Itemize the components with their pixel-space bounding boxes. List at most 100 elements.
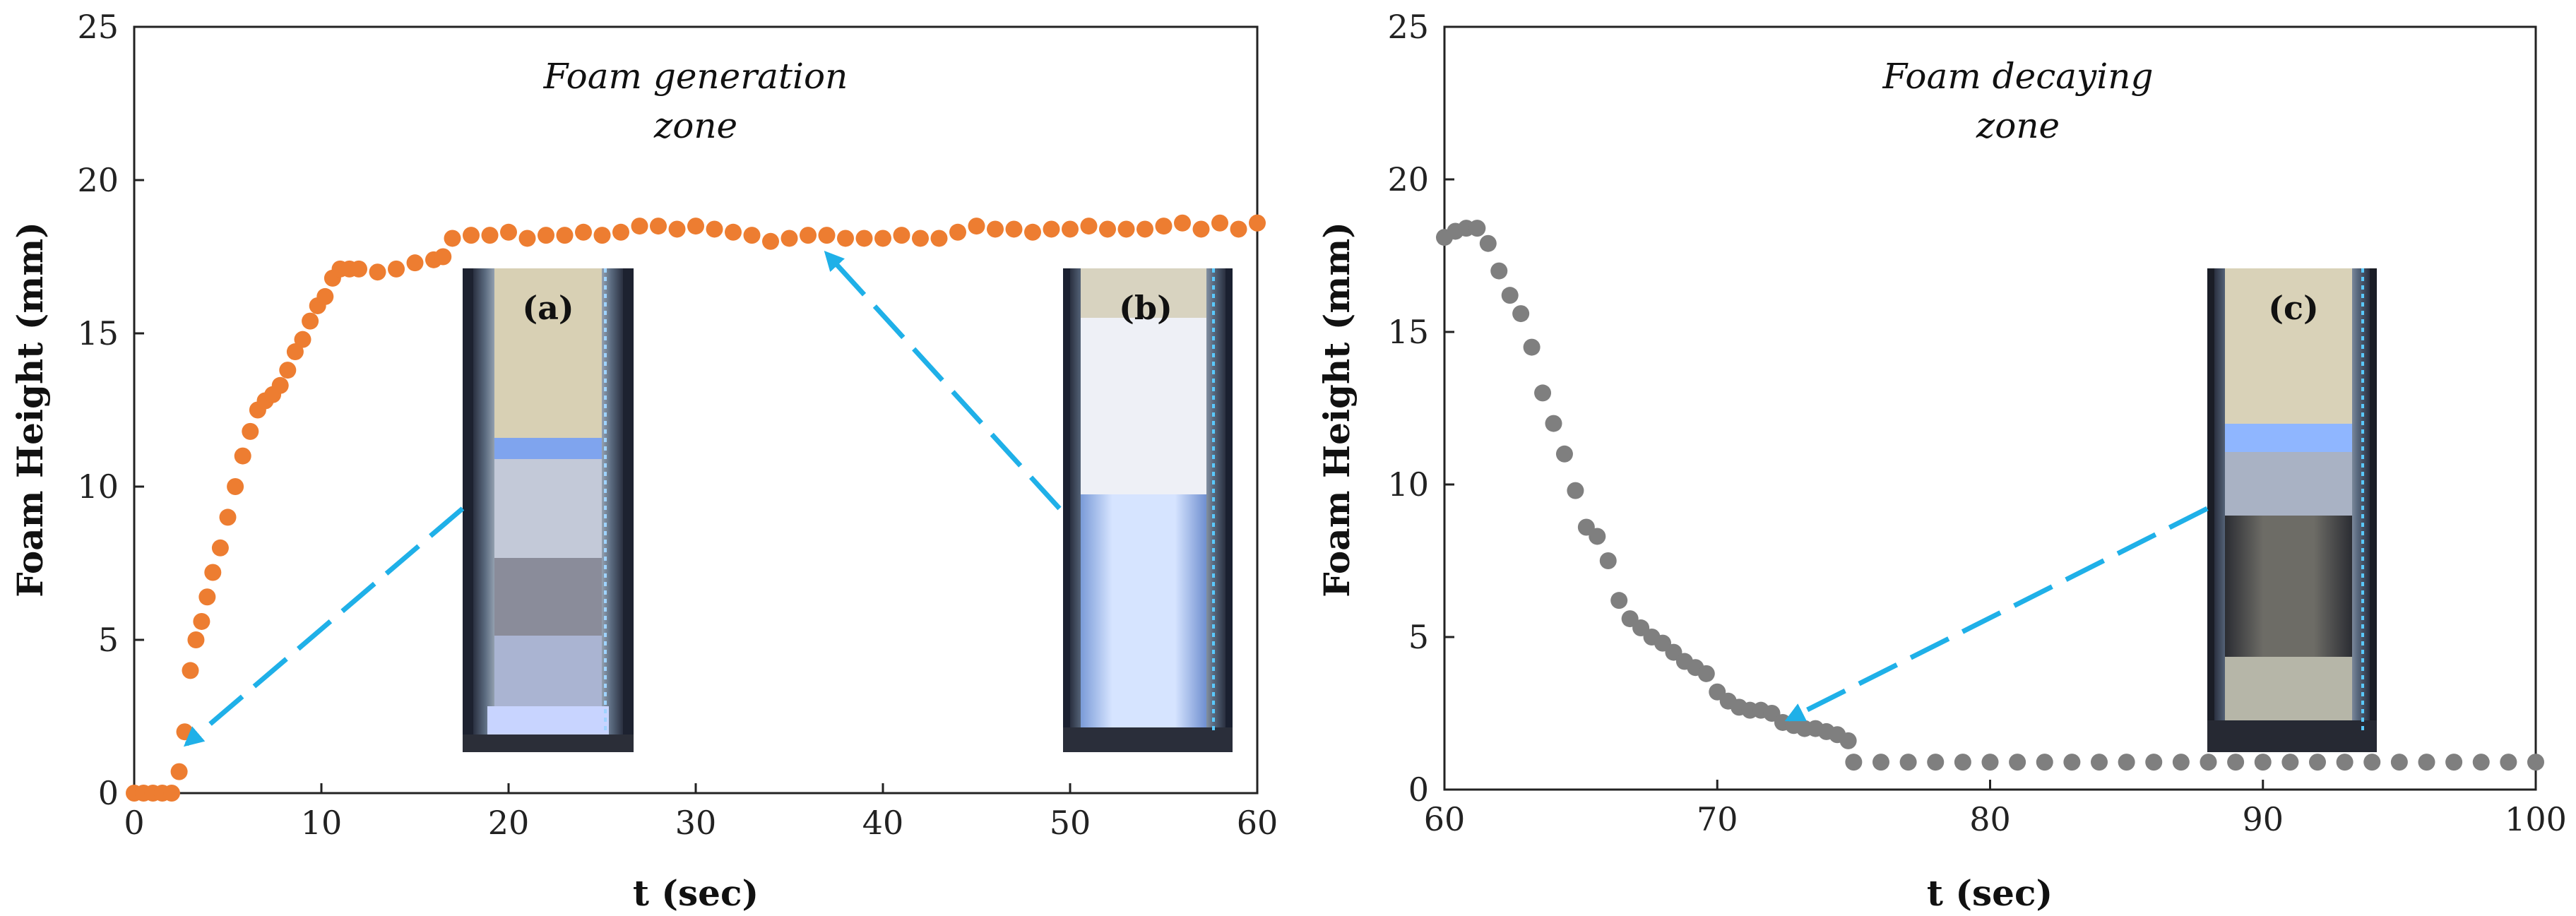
x-tick-label: 80 <box>1969 800 2011 838</box>
data-point <box>668 220 686 238</box>
data-point <box>893 227 910 244</box>
inset-photo-b: (b) <box>1063 268 1233 752</box>
data-point <box>631 218 648 235</box>
data-point <box>2254 754 2272 771</box>
data-point <box>1117 220 1135 238</box>
data-point <box>234 447 251 465</box>
data-point <box>1490 262 1508 280</box>
data-point <box>481 227 499 244</box>
data-point <box>204 564 222 581</box>
data-point <box>2445 754 2463 771</box>
data-point <box>1845 754 1863 771</box>
data-point <box>1043 220 1060 238</box>
data-point <box>2145 754 2163 771</box>
data-point <box>434 248 452 266</box>
y-axis-title: Foam Height (mm) <box>9 222 51 597</box>
x-tick-label: 0 <box>124 804 144 842</box>
y-tick-label: 25 <box>1387 8 1429 46</box>
data-point <box>2227 754 2245 771</box>
data-point <box>538 227 554 244</box>
data-point <box>198 588 216 606</box>
chart-panel-decaying: 0 5 10 15 20 25 60 70 80 90 100 Foam decaying zon… <box>1316 8 2567 914</box>
data-point <box>2091 754 2108 771</box>
data-point <box>1954 754 1971 771</box>
data-point <box>1080 218 1098 235</box>
x-tick-label: 60 <box>1237 804 1278 842</box>
data-point <box>725 223 742 241</box>
data-point <box>1610 592 1628 609</box>
zone-title-line1: Foam generation <box>543 56 848 97</box>
data-point <box>593 227 611 244</box>
data-point <box>743 227 761 244</box>
data-point <box>2472 754 2490 771</box>
inset-label-c: (c) <box>2268 289 2319 327</box>
data-point <box>2418 754 2435 771</box>
data-point <box>949 223 966 241</box>
data-point <box>575 223 592 241</box>
data-point <box>1872 754 1889 771</box>
data-point <box>302 312 319 330</box>
data-point <box>227 478 244 495</box>
data-point <box>279 362 297 379</box>
x-tick-label: 100 <box>2505 800 2567 838</box>
y-tick-label: 5 <box>98 621 119 659</box>
zone-title-line1: Foam decaying <box>1882 56 2153 97</box>
data-point <box>1501 287 1519 304</box>
data-point <box>500 223 517 241</box>
data-point <box>1523 338 1541 356</box>
data-point <box>444 230 461 247</box>
y-tick-label: 20 <box>77 161 119 199</box>
x-tick-label: 20 <box>488 804 530 842</box>
data-point <box>211 539 229 557</box>
y-axis-ticks: 0 5 10 15 20 25 <box>1387 8 1454 809</box>
zone-title-line2: zone <box>653 105 737 146</box>
data-point <box>1005 220 1023 238</box>
y-tick-label: 20 <box>1387 160 1429 198</box>
data-point <box>1899 754 1917 771</box>
data-point <box>1230 220 1247 238</box>
data-point <box>2036 754 2053 771</box>
data-point <box>1981 754 1999 771</box>
data-point <box>612 223 629 241</box>
data-point <box>2390 754 2408 771</box>
y-tick-label: 5 <box>1408 618 1429 656</box>
data-point <box>1599 552 1617 569</box>
data-point <box>1468 220 1486 237</box>
data-point <box>463 227 480 244</box>
data-point <box>271 376 289 394</box>
y-tick-label: 0 <box>98 774 119 812</box>
inset-photo-a: (a) <box>463 268 634 752</box>
y-tick-label: 10 <box>1387 465 1429 504</box>
data-point <box>2009 754 2026 771</box>
inset-label-b: (b) <box>1119 289 1173 327</box>
x-tick-label: 60 <box>1424 800 1466 838</box>
data-point <box>170 763 188 780</box>
data-point <box>219 508 237 526</box>
x-tick-label: 10 <box>301 804 343 842</box>
y-tick-label: 15 <box>1387 313 1429 351</box>
data-point <box>874 230 891 247</box>
data-point <box>294 331 311 348</box>
y-tick-label: 0 <box>1408 771 1429 809</box>
data-point <box>2309 754 2326 771</box>
arrow-c <box>1784 506 2209 722</box>
y-tick-label: 10 <box>77 468 119 506</box>
data-point <box>1099 220 1116 238</box>
data-point <box>1697 665 1715 682</box>
x-tick-label: 40 <box>862 804 904 842</box>
data-point <box>1211 214 1228 232</box>
data-point <box>987 220 1004 238</box>
data-point <box>1479 234 1497 252</box>
data-point <box>388 260 405 278</box>
x-tick-label: 30 <box>675 804 717 842</box>
data-point <box>1512 305 1530 323</box>
data-point <box>242 422 259 440</box>
data-point <box>930 230 948 247</box>
data-point <box>369 263 386 281</box>
x-axis-title: t (sec) <box>633 872 759 914</box>
data-point <box>2363 754 2381 771</box>
data-point <box>1545 415 1562 432</box>
data-point <box>2118 754 2135 771</box>
data-point <box>2200 754 2217 771</box>
data-point <box>2063 754 2081 771</box>
